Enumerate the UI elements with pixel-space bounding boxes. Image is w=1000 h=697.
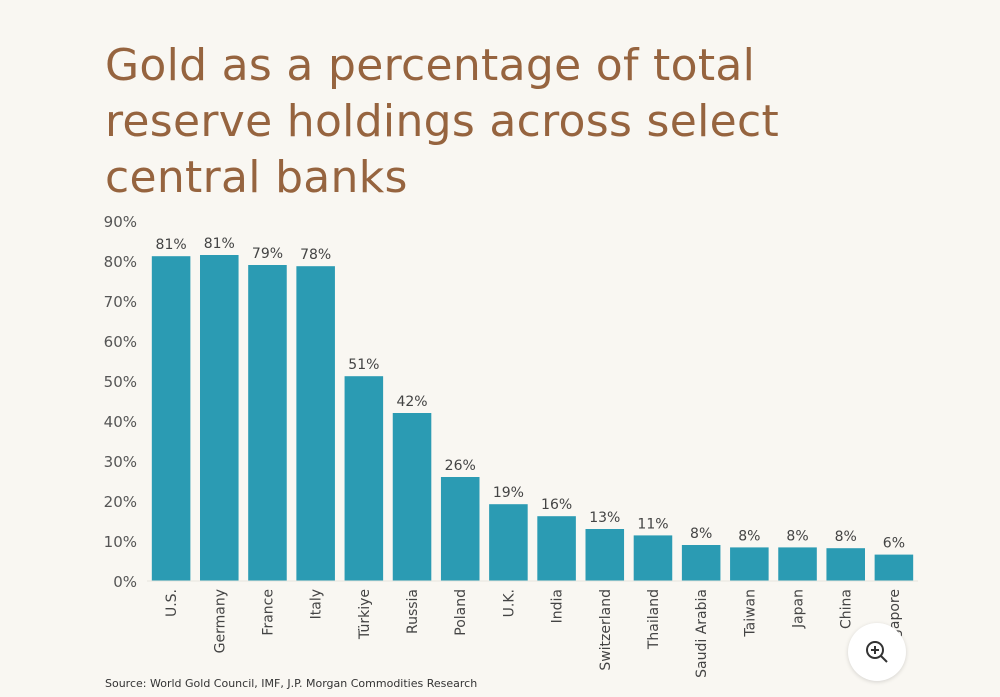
- y-tick-label: 80%: [104, 253, 137, 271]
- data-label: 8%: [835, 529, 857, 545]
- x-tick-label: Thailand: [646, 589, 662, 650]
- bar: [296, 266, 335, 581]
- y-tick-label: 30%: [104, 453, 137, 471]
- bar: [681, 545, 721, 581]
- zoom-button[interactable]: [848, 623, 906, 681]
- data-label: 51%: [348, 357, 379, 373]
- y-tick-label: 20%: [104, 493, 137, 511]
- x-tick-label: India: [550, 589, 566, 623]
- bar: [537, 516, 576, 581]
- x-tick-label: U.S.: [164, 589, 180, 617]
- zoom-in-icon: [866, 641, 888, 663]
- data-label: 78%: [300, 247, 331, 263]
- x-tick-label: France: [260, 589, 276, 636]
- data-label: 8%: [786, 528, 808, 544]
- bar: [440, 477, 480, 581]
- data-label: 19%: [493, 485, 524, 501]
- y-tick-label: 40%: [104, 413, 137, 431]
- y-tick-label: 90%: [104, 213, 137, 231]
- bar: [585, 529, 625, 581]
- data-label: 8%: [738, 528, 760, 544]
- bar: [874, 554, 914, 581]
- x-tick-label: Taiwan: [742, 589, 758, 638]
- bar: [344, 376, 384, 581]
- bar: [248, 265, 287, 581]
- data-label: 42%: [396, 394, 427, 410]
- data-label: 81%: [204, 236, 235, 252]
- data-label: 8%: [690, 526, 712, 542]
- data-label: 81%: [156, 237, 187, 253]
- x-tick-label: Italy: [309, 589, 325, 619]
- bar: [730, 547, 769, 581]
- x-tick-label: Switzerland: [598, 589, 614, 671]
- x-tick-label: Japan: [791, 589, 807, 629]
- y-tick-label: 50%: [104, 373, 137, 391]
- bar: [633, 535, 673, 581]
- x-tick-label: Germany: [212, 589, 228, 653]
- data-label: 6%: [883, 536, 905, 552]
- data-label: 11%: [637, 516, 668, 532]
- y-tick-label: 70%: [104, 293, 137, 311]
- bar: [392, 413, 432, 581]
- x-tick-label: U.K.: [501, 589, 517, 617]
- y-tick-label: 60%: [104, 333, 137, 351]
- chart-title: Gold as a percentage of total reserve ho…: [105, 40, 780, 203]
- bar: [778, 547, 817, 581]
- source-note: Source: World Gold Council, IMF, J.P. Mo…: [105, 677, 478, 690]
- y-tick-label: 0%: [113, 573, 137, 591]
- bar: [151, 256, 191, 581]
- data-label: 13%: [589, 510, 620, 526]
- data-label: 16%: [541, 497, 572, 513]
- bar: [200, 255, 239, 581]
- x-tick-label: Saudi Arabia: [694, 589, 710, 678]
- x-tick-label: Türkiye: [357, 589, 373, 640]
- data-label: 26%: [445, 458, 476, 474]
- x-tick-label: Poland: [453, 589, 469, 636]
- bar: [489, 504, 528, 581]
- bar: [826, 548, 865, 581]
- y-tick-label: 10%: [104, 533, 137, 551]
- data-label: 79%: [252, 246, 283, 262]
- x-tick-label: China: [839, 589, 855, 629]
- x-tick-label: Russia: [405, 589, 421, 634]
